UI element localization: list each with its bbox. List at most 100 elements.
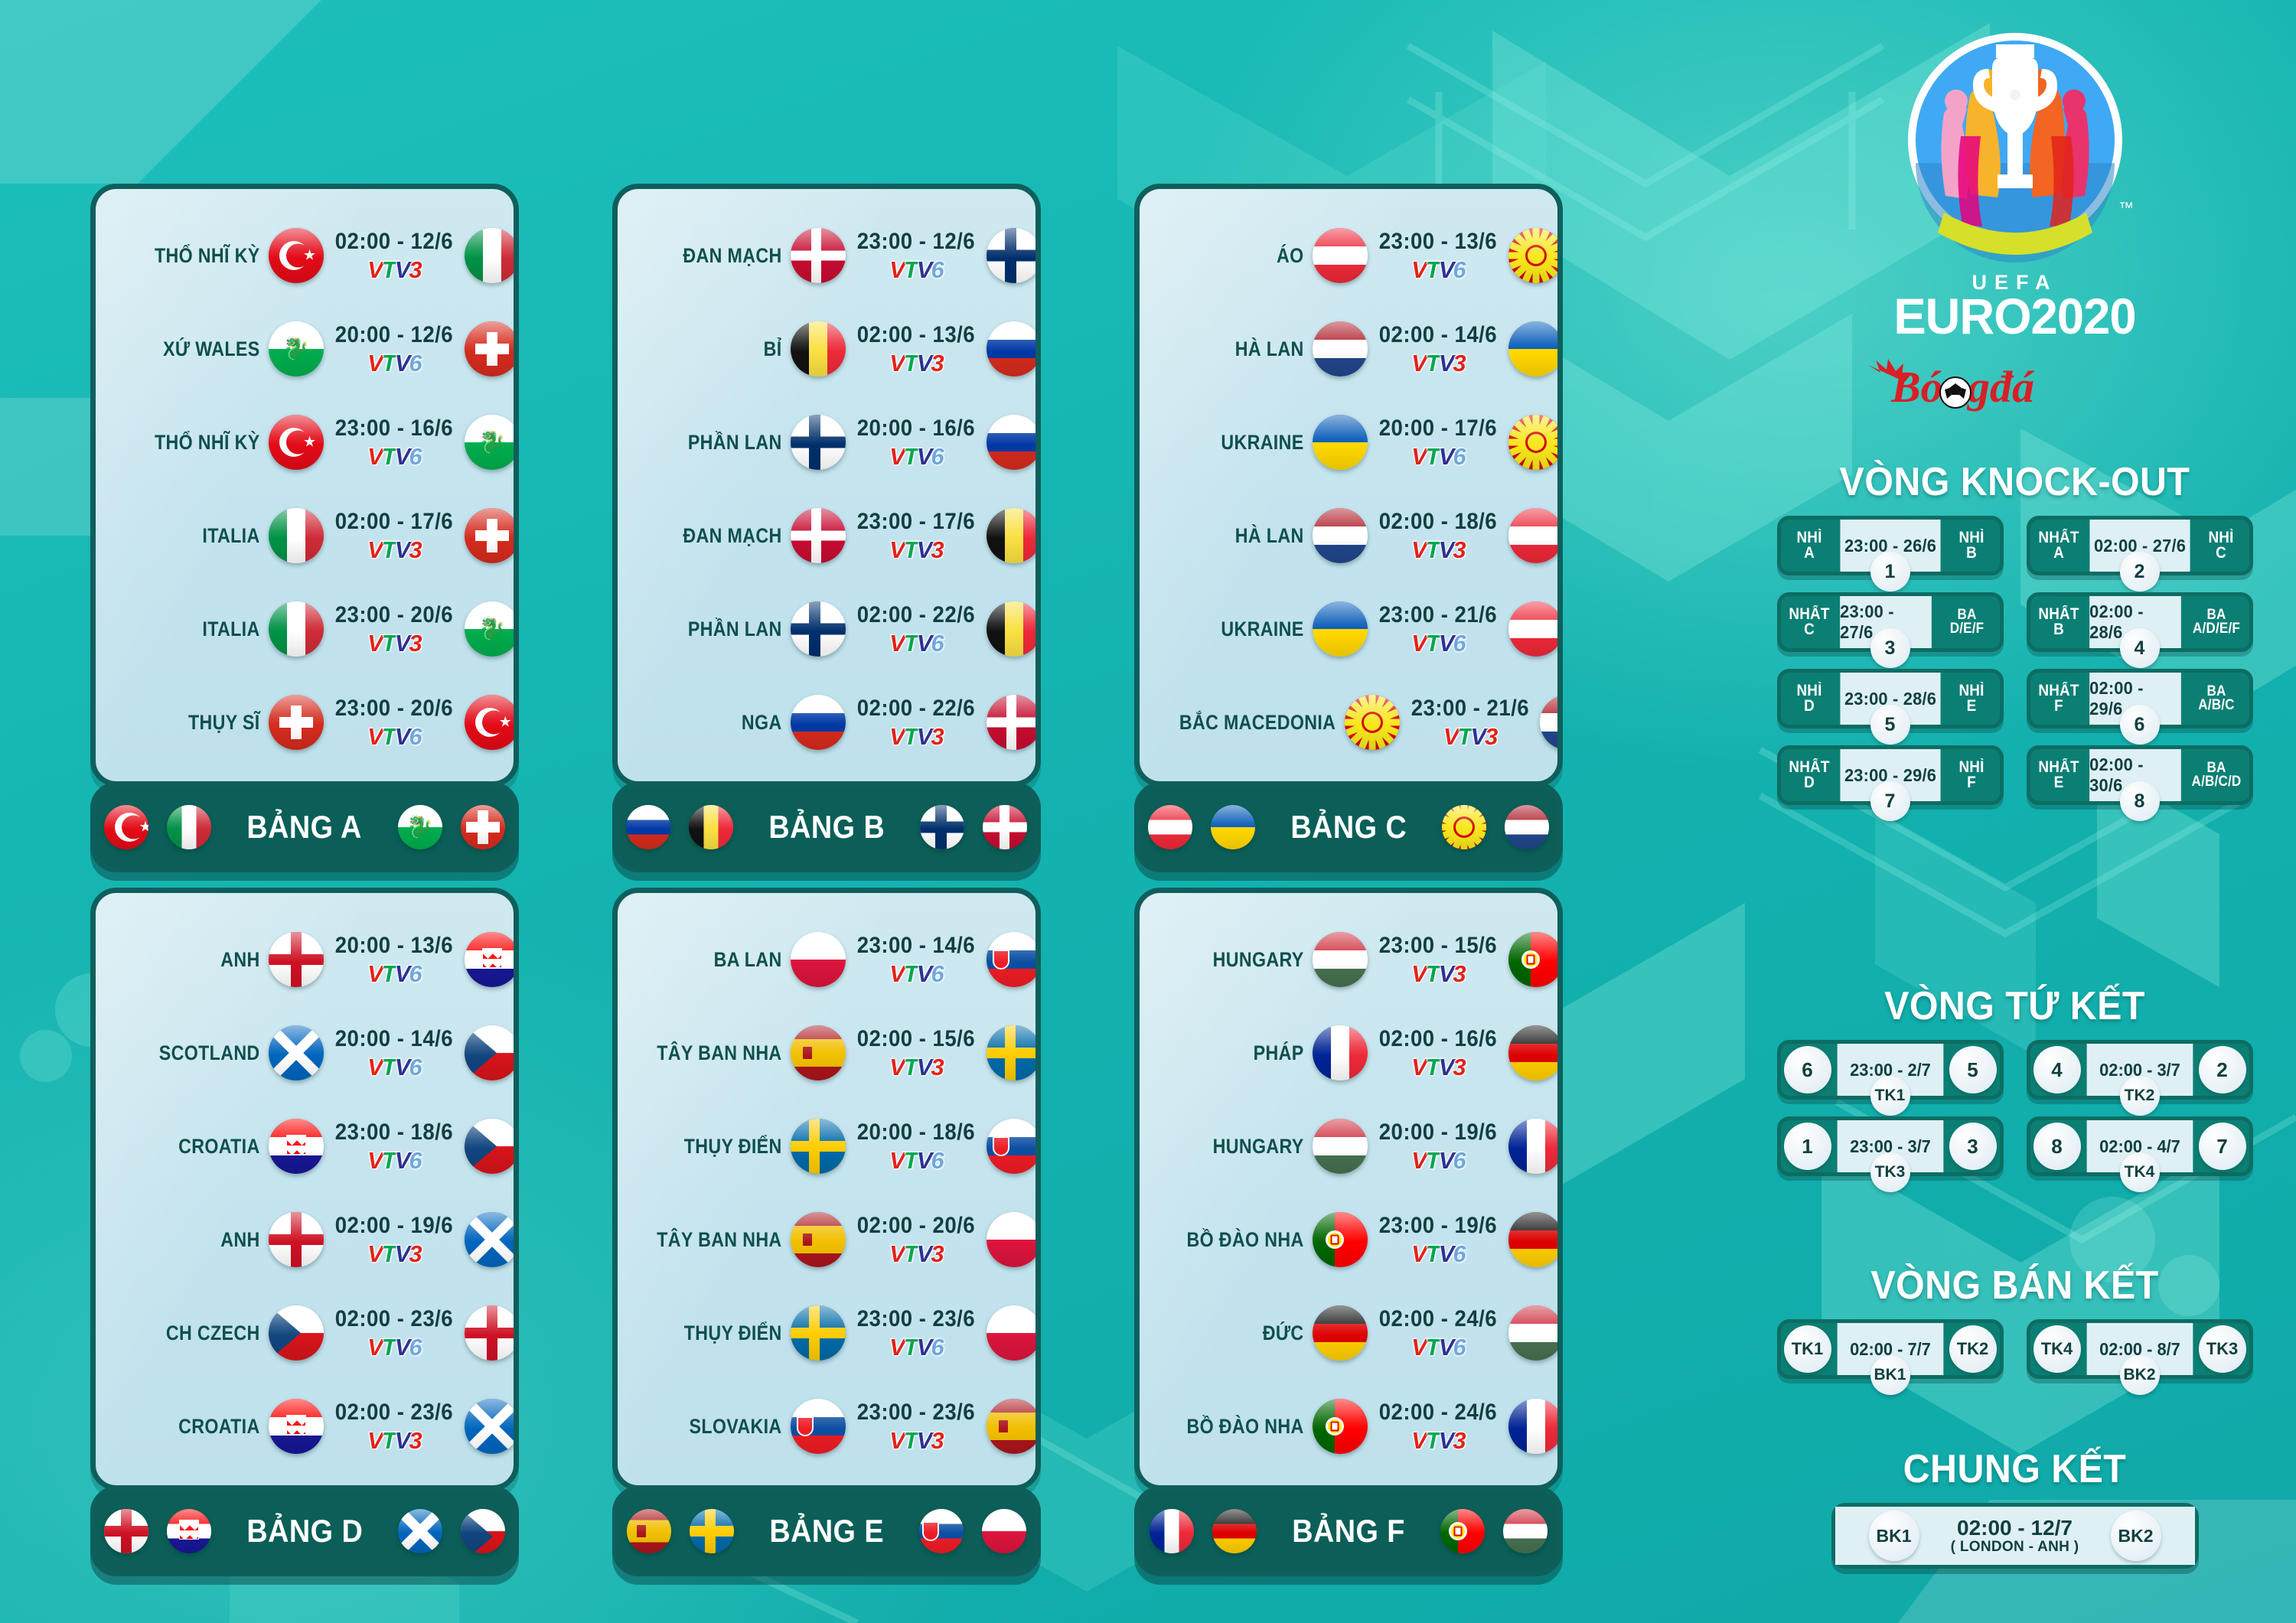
knockout-match-number: 7 <box>1870 781 1910 821</box>
semi-final-tie[interactable]: TK4 02:00 - 8/7 TK3 BK2 <box>2026 1319 2253 1395</box>
away-team-flag <box>458 932 514 987</box>
knockout-section: VÒNG KNOCK-OUT NHÌ A 23:00 - 26/6 NHÌ B 1 NHẤT… <box>1733 459 2296 821</box>
home-team-name: BỒ ĐÀO NHA <box>1186 1414 1304 1438</box>
match-info: 02:00 - 16/6 V T V 3 <box>1374 1026 1502 1080</box>
home-team-flag <box>1306 1212 1374 1267</box>
flag-cze-icon <box>464 1119 514 1174</box>
match-info: 23:00 - 21/6 V T V 6 <box>1374 602 1502 656</box>
away-team-flag <box>980 1305 1035 1361</box>
match-time: 23:00 - 21/6 <box>1411 696 1529 721</box>
quarter-final-tie[interactable]: 8 02:00 - 4/7 7 TK4 <box>2026 1116 2253 1192</box>
flag-por-icon <box>1440 1509 1485 1553</box>
knockout-left-slot: NHẤT B <box>2037 605 2079 638</box>
home-team-flag <box>263 1305 330 1361</box>
final-tie[interactable]: BK1 02:00 - 12/7 ( LONDON - ANH ) BK2 <box>1831 1503 2199 1569</box>
group-label: BẢNG B <box>768 809 885 845</box>
quarter-final-tie[interactable]: 6 23:00 - 2/7 5 TK1 <box>1776 1040 2004 1116</box>
flag-eng-icon <box>103 1509 148 1553</box>
knockout-tie[interactable]: NHẤT D 23:00 - 29/6 NHÌ F 7 <box>1776 745 2004 821</box>
flag-eng-icon <box>269 932 324 987</box>
home-team-name: THỔ NHĨ KỲ <box>154 243 260 267</box>
home-team-name: ĐAN MẠCH <box>683 523 782 547</box>
match-row[interactable]: XỨ WALES🐉20:00 - 12/6VTV6THỤY SĨ <box>109 302 514 396</box>
group-footer-D: BẢNG D <box>90 1486 519 1576</box>
knockout-tie[interactable]: NHẤT B 02:00 - 28/6 BA A/D/E/F 4 <box>2026 592 2253 668</box>
quarter-final-tie-code: TK1 <box>1870 1076 1910 1116</box>
home-team-flag: ★ <box>263 415 330 470</box>
knockout-tie[interactable]: NHÌ D 23:00 - 28/6 NHÌ E 5 <box>1776 669 2004 745</box>
away-team-flag <box>1502 415 1557 470</box>
semi-final-tie[interactable]: TK1 02:00 - 7/7 TK2 BK1 <box>1776 1319 2004 1395</box>
knockout-tie[interactable]: NHÌ A 23:00 - 26/6 NHÌ B 1 <box>1776 516 2004 592</box>
home-team-flag <box>263 1025 330 1080</box>
quarter-final-tie[interactable]: 1 23:00 - 3/7 3 TK3 <box>1776 1116 2004 1192</box>
away-team-flag <box>1502 1025 1557 1080</box>
quarter-final-tie-left-slot: 6 <box>1783 1046 1831 1093</box>
home-team-name: XỨ WALES <box>163 337 260 360</box>
quarter-final-tie[interactable]: 4 02:00 - 3/7 2 TK2 <box>2026 1040 2253 1116</box>
flag-cze-icon <box>464 1025 514 1080</box>
home-team-name: CROATIA <box>178 1134 260 1158</box>
match-info: 02:00 - 15/6 V T V 3 <box>852 1026 980 1080</box>
knockout-tie[interactable]: NHẤT E 02:00 - 30/6 BA A/B/C/D 8 <box>2026 745 2253 821</box>
knockout-tie[interactable]: NHẤT F 02:00 - 29/6 BA A/B/C 6 <box>2026 669 2253 745</box>
knockout-tie[interactable]: NHẤT C 23:00 - 27/6 BA D/E/F 3 <box>1776 592 2004 668</box>
match-time: 02:00 - 22/6 <box>856 696 976 721</box>
home-team-name: ĐAN MẠCH <box>683 243 782 267</box>
home-team-name: BA LAN <box>713 947 782 971</box>
home-team-flag <box>784 695 852 750</box>
knockout-left-slot: NHÌ A <box>1795 529 1822 562</box>
away-team-flag <box>458 321 514 376</box>
knockout-tie[interactable]: NHẤT A 02:00 - 27/6 NHÌ C 2 <box>2026 516 2253 592</box>
flag-eng-icon <box>269 1212 324 1267</box>
quarter-final-tie-right-slot: 3 <box>1949 1123 1997 1170</box>
match-info: 23:00 - 20/6 V T V 6 <box>330 696 458 749</box>
away-team-flag: ★ <box>458 695 514 750</box>
away-team-flag <box>980 415 1035 470</box>
